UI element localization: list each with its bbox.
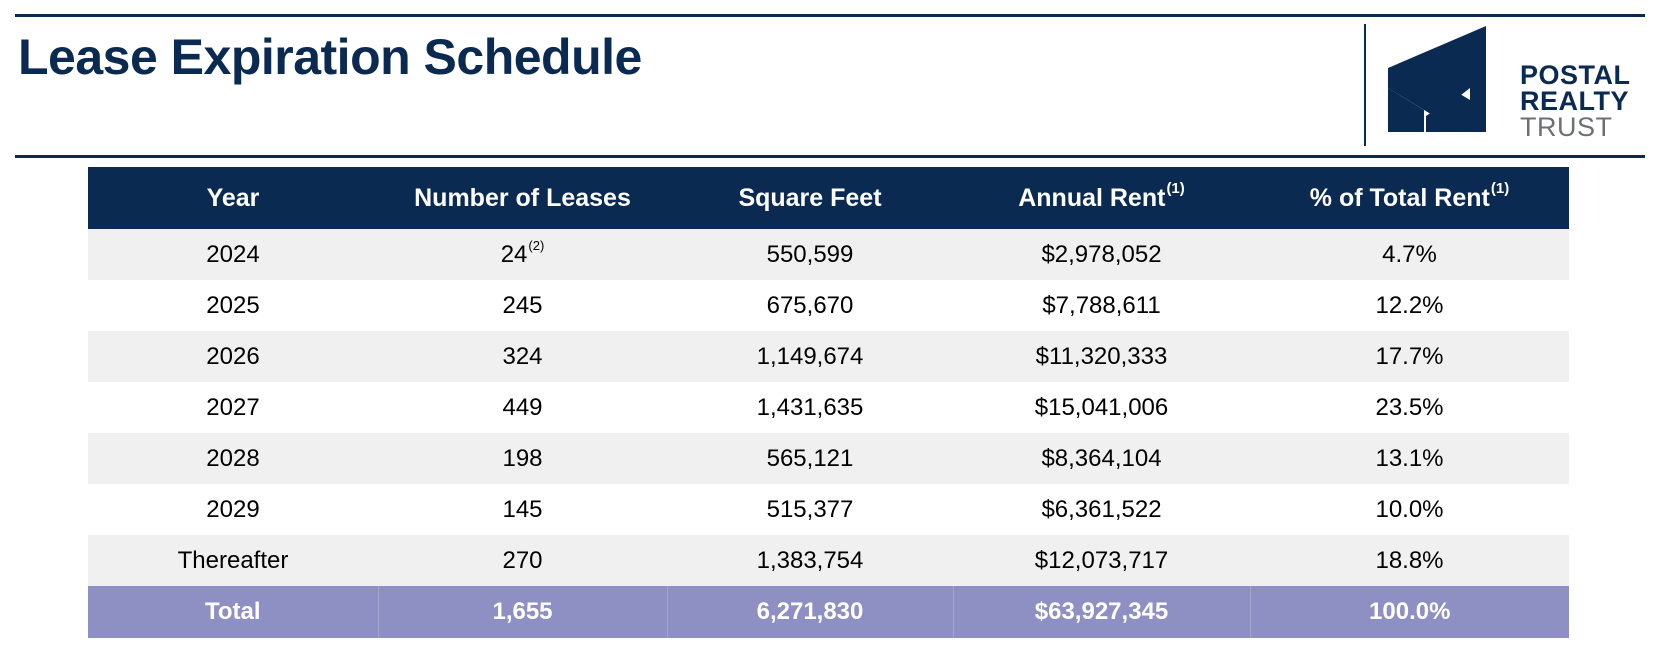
cell-leases: 24(2) (378, 229, 667, 280)
cell-square-feet: 1,383,754 (667, 535, 953, 586)
cell-leases: 245 (378, 280, 667, 331)
footnote-marker: (1) (1490, 179, 1510, 197)
table-row: 2027 449 1,431,635 $15,041,006 23.5% (88, 382, 1569, 433)
logo-line-realty: REALTY (1520, 86, 1629, 116)
logo-wordmark: POSTAL REALTY TRUST (1520, 60, 1631, 142)
cell-year: Thereafter (88, 535, 378, 586)
cell-year: 2029 (88, 484, 378, 535)
cell-percent-total: 13.1% (1250, 433, 1569, 484)
cell-square-feet: 1,149,674 (667, 331, 953, 382)
total-label: Total (88, 586, 378, 638)
column-header-year: Year (88, 167, 378, 229)
table-header-row: Year Number of Leases Square Feet Annual… (88, 167, 1569, 229)
total-annual-rent: $63,927,345 (952, 586, 1250, 638)
cell-percent-total: 10.0% (1250, 484, 1569, 535)
cell-annual-rent: $7,788,611 (953, 280, 1250, 331)
cell-leases: 198 (378, 433, 667, 484)
logo-line-postal: POSTAL (1520, 60, 1631, 90)
table-row: 2024 24(2) 550,599 $2,978,052 4.7% (88, 229, 1569, 280)
cell-annual-rent: $11,320,333 (953, 331, 1250, 382)
column-header-percent-of-total-rent: % of Total Rent(1) (1250, 167, 1569, 229)
cell-percent-total: 17.7% (1250, 331, 1569, 382)
cell-annual-rent: $15,041,006 (953, 382, 1250, 433)
cell-leases: 270 (378, 535, 667, 586)
logo-line-trust: TRUST (1520, 112, 1613, 142)
column-header-number-of-leases: Number of Leases (378, 167, 667, 229)
total-percent: 100.0% (1249, 586, 1569, 638)
column-header-square-feet: Square Feet (667, 167, 953, 229)
cell-leases: 145 (378, 484, 667, 535)
cell-leases: 449 (378, 382, 667, 433)
cell-square-feet: 1,431,635 (667, 382, 953, 433)
cell-square-feet: 515,377 (667, 484, 953, 535)
postal-realty-logo-icon (1388, 26, 1486, 132)
table-row: 2028 198 565,121 $8,364,104 13.1% (88, 433, 1569, 484)
cell-year: 2027 (88, 382, 378, 433)
table-row: 2026 324 1,149,674 $11,320,333 17.7% (88, 331, 1569, 382)
lease-expiration-table: Year Number of Leases Square Feet Annual… (88, 167, 1569, 638)
cell-square-feet: 550,599 (667, 229, 953, 280)
cell-leases: 324 (378, 331, 667, 382)
total-row: Total 1,655 6,271,830 $63,927,345 100.0% (88, 586, 1569, 638)
table-row: Thereafter 270 1,383,754 $12,073,717 18.… (88, 535, 1569, 586)
logo-divider (1364, 24, 1366, 146)
cell-annual-rent: $8,364,104 (953, 433, 1250, 484)
cell-percent-total: 18.8% (1250, 535, 1569, 586)
cell-square-feet: 565,121 (667, 433, 953, 484)
footnote-marker: (1) (1166, 179, 1185, 197)
cell-percent-total: 23.5% (1250, 382, 1569, 433)
cell-year: 2025 (88, 280, 378, 331)
cell-annual-rent: $6,361,522 (953, 484, 1250, 535)
cell-percent-total: 4.7% (1250, 229, 1569, 280)
page-title: Lease Expiration Schedule (18, 29, 642, 85)
cell-square-feet: 675,670 (667, 280, 953, 331)
header-bottom-rule (15, 155, 1645, 158)
cell-annual-rent: $12,073,717 (953, 535, 1250, 586)
total-square-feet: 6,271,830 (666, 586, 953, 638)
table-row: 2029 145 515,377 $6,361,522 10.0% (88, 484, 1569, 535)
cell-year: 2026 (88, 331, 378, 382)
total-leases: 1,655 (377, 586, 667, 638)
table-row: 2025 245 675,670 $7,788,611 12.2% (88, 280, 1569, 331)
cell-percent-total: 12.2% (1250, 280, 1569, 331)
footnote-marker: (2) (528, 237, 545, 253)
cell-year: 2028 (88, 433, 378, 484)
column-header-annual-rent: Annual Rent(1) (953, 167, 1250, 229)
cell-annual-rent: $2,978,052 (953, 229, 1250, 280)
cell-year: 2024 (88, 229, 378, 280)
top-rule (15, 14, 1645, 17)
